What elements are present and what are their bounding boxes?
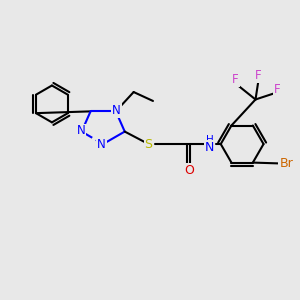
- Text: N: N: [112, 104, 121, 117]
- Text: O: O: [184, 164, 194, 177]
- Text: N: N: [97, 138, 106, 151]
- Text: H: H: [206, 135, 214, 145]
- Text: F: F: [255, 69, 262, 82]
- Text: N: N: [205, 141, 214, 154]
- Text: F: F: [274, 83, 280, 96]
- Text: Br: Br: [279, 157, 293, 170]
- Text: S: S: [145, 138, 152, 151]
- Text: F: F: [232, 73, 239, 86]
- Text: N: N: [77, 124, 85, 137]
